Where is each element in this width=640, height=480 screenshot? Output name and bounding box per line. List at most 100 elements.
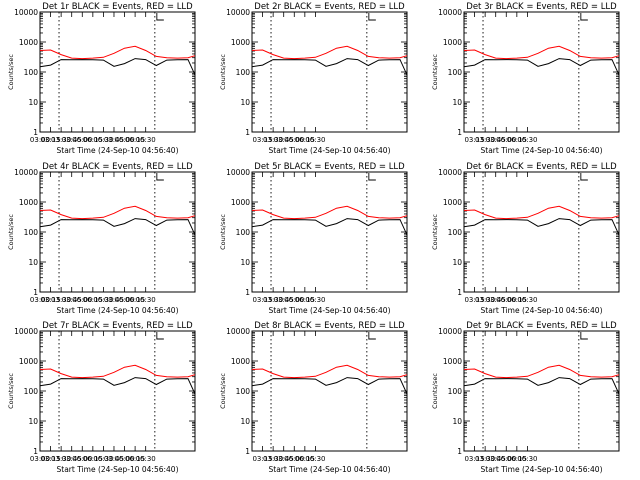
- y-axis-label: Counts/sec: [431, 214, 439, 250]
- series-line-events: [463, 377, 620, 395]
- plot-frame: [251, 11, 408, 133]
- y-tick-label: 100: [448, 387, 463, 396]
- y-tick-label: 10: [240, 98, 250, 107]
- x-tick-label: 03:30: [475, 136, 495, 144]
- plot-frame: [39, 330, 196, 452]
- y-axis-label: Counts/sec: [219, 373, 227, 409]
- y-tick-label: 1: [33, 447, 38, 456]
- plot-frame: [251, 330, 408, 452]
- x-tick-label: 03:30: [51, 296, 71, 304]
- interval-bracket-marker: [368, 173, 376, 181]
- interval-bracket-marker: [368, 332, 376, 340]
- x-tick-label: 03:45: [274, 136, 294, 144]
- x-tick-label: 06:00: [114, 136, 134, 144]
- x-tick-label: 03:45: [104, 455, 124, 463]
- x-tick-label: 03:30: [263, 136, 283, 144]
- y-tick-label: 1000: [231, 198, 250, 207]
- x-tick-label: 06:30: [517, 455, 537, 463]
- x-tick-label: 06:00: [496, 296, 516, 304]
- series-line-lld: [39, 205, 196, 220]
- y-axis-label: Counts/sec: [219, 54, 227, 90]
- chart-panel-5: Det 5r BLACK = Events, RED = LLD 1 10 100 10…: [219, 162, 408, 315]
- chart-panel-2: Det 2r BLACK = Events, RED = LLD 1 10 100 10…: [219, 2, 408, 155]
- chart-title: Det 7r BLACK = Events, RED = LLD: [42, 321, 193, 331]
- x-tick-label: 06:30: [305, 455, 325, 463]
- interval-bracket-marker: [156, 173, 164, 181]
- x-tick-label: 03:45: [274, 455, 294, 463]
- series-line-events: [39, 377, 196, 395]
- y-tick-label: 10000: [14, 327, 38, 336]
- chart-title: Det 2r BLACK = Events, RED = LLD: [254, 2, 405, 12]
- y-axis-label: Counts/sec: [219, 214, 227, 250]
- interval-bracket-marker: [580, 13, 588, 21]
- x-tick-label: 06:00: [114, 296, 134, 304]
- chart-panel-7: Det 7r BLACK = Events, RED = LLD 1 10 100 10…: [7, 321, 196, 474]
- x-tick-label: 06:15: [507, 296, 527, 304]
- x-tick-label: 03:45: [62, 136, 82, 144]
- y-tick-label: 10: [452, 258, 462, 267]
- x-tick-label: 03:15: [464, 455, 484, 463]
- x-tick-label: 06:30: [136, 455, 156, 463]
- x-tick-label: 03:30: [263, 455, 283, 463]
- chart-title: Det 6r BLACK = Events, RED = LLD: [466, 162, 617, 172]
- y-tick-label: 1000: [19, 198, 38, 207]
- y-tick-label: 10: [28, 98, 38, 107]
- interval-bracket-marker: [156, 13, 164, 21]
- x-tick-label: 03:15: [252, 455, 272, 463]
- y-tick-label: 10000: [438, 8, 462, 17]
- x-tick-label: 06:30: [517, 136, 537, 144]
- x-tick-label: 03:30: [51, 136, 71, 144]
- x-tick-label: 03:45: [62, 455, 82, 463]
- x-tick-label: 06:00: [284, 136, 304, 144]
- y-tick-label: 10000: [438, 168, 462, 177]
- chart-title: Det 8r BLACK = Events, RED = LLD: [254, 321, 405, 331]
- x-tick-label: 03:45: [62, 296, 82, 304]
- x-tick-label: 06:30: [136, 296, 156, 304]
- x-tick-label: 03:30: [263, 296, 283, 304]
- interval-bracket-marker: [580, 173, 588, 181]
- x-tick-label: 06:00: [72, 136, 92, 144]
- series-line-events: [39, 218, 196, 236]
- x-tick-label: 03:00: [30, 296, 50, 304]
- plot-frame: [463, 171, 620, 293]
- plot-frame: [39, 11, 196, 133]
- y-axis-label: Counts/sec: [431, 54, 439, 90]
- plot-frame: [463, 11, 620, 133]
- x-tick-label: 03:15: [252, 296, 272, 304]
- x-tick-label: 03:15: [40, 136, 60, 144]
- y-tick-label: 100: [24, 387, 39, 396]
- x-tick-label: 06:15: [83, 455, 103, 463]
- series-line-events: [463, 218, 620, 236]
- chart-panel-4: Det 4r BLACK = Events, RED = LLD 1 10 100 10…: [7, 162, 196, 315]
- chart-panel-8: Det 8r BLACK = Events, RED = LLD 1 10 100 10…: [219, 321, 408, 474]
- chart-panel-6: Det 6r BLACK = Events, RED = LLD 1 10 100 10…: [431, 162, 620, 315]
- y-tick-label: 100: [236, 68, 251, 77]
- series-line-lld: [251, 45, 408, 60]
- y-tick-label: 10: [240, 258, 250, 267]
- y-tick-label: 10: [240, 417, 250, 426]
- x-tick-label: 06:00: [284, 455, 304, 463]
- x-tick-label: 06:30: [93, 136, 113, 144]
- x-tick-label: 06:00: [496, 136, 516, 144]
- y-tick-label: 1000: [231, 357, 250, 366]
- y-tick-label: 10: [452, 417, 462, 426]
- chart-title: Det 5r BLACK = Events, RED = LLD: [254, 162, 405, 172]
- x-tick-label: 06:30: [93, 296, 113, 304]
- x-axis-label: Start Time (24-Sep-10 04:56:40): [57, 465, 179, 474]
- interval-bracket-marker: [580, 332, 588, 340]
- y-tick-label: 1000: [443, 198, 462, 207]
- x-axis-label: Start Time (24-Sep-10 04:56:40): [57, 306, 179, 315]
- y-axis-label: Counts/sec: [7, 54, 15, 90]
- y-axis-label: Counts/sec: [7, 214, 15, 250]
- y-tick-label: 1000: [19, 357, 38, 366]
- x-tick-label: 06:15: [295, 136, 315, 144]
- y-tick-label: 100: [24, 68, 39, 77]
- interval-bracket-marker: [368, 13, 376, 21]
- chart-title: Det 9r BLACK = Events, RED = LLD: [466, 321, 617, 331]
- x-tick-label: 06:15: [83, 296, 103, 304]
- x-tick-label: 03:45: [486, 455, 506, 463]
- x-tick-label: 06:00: [284, 296, 304, 304]
- plot-frame: [463, 330, 620, 452]
- plot-frame: [251, 171, 408, 293]
- y-axis-label: Counts/sec: [7, 373, 15, 409]
